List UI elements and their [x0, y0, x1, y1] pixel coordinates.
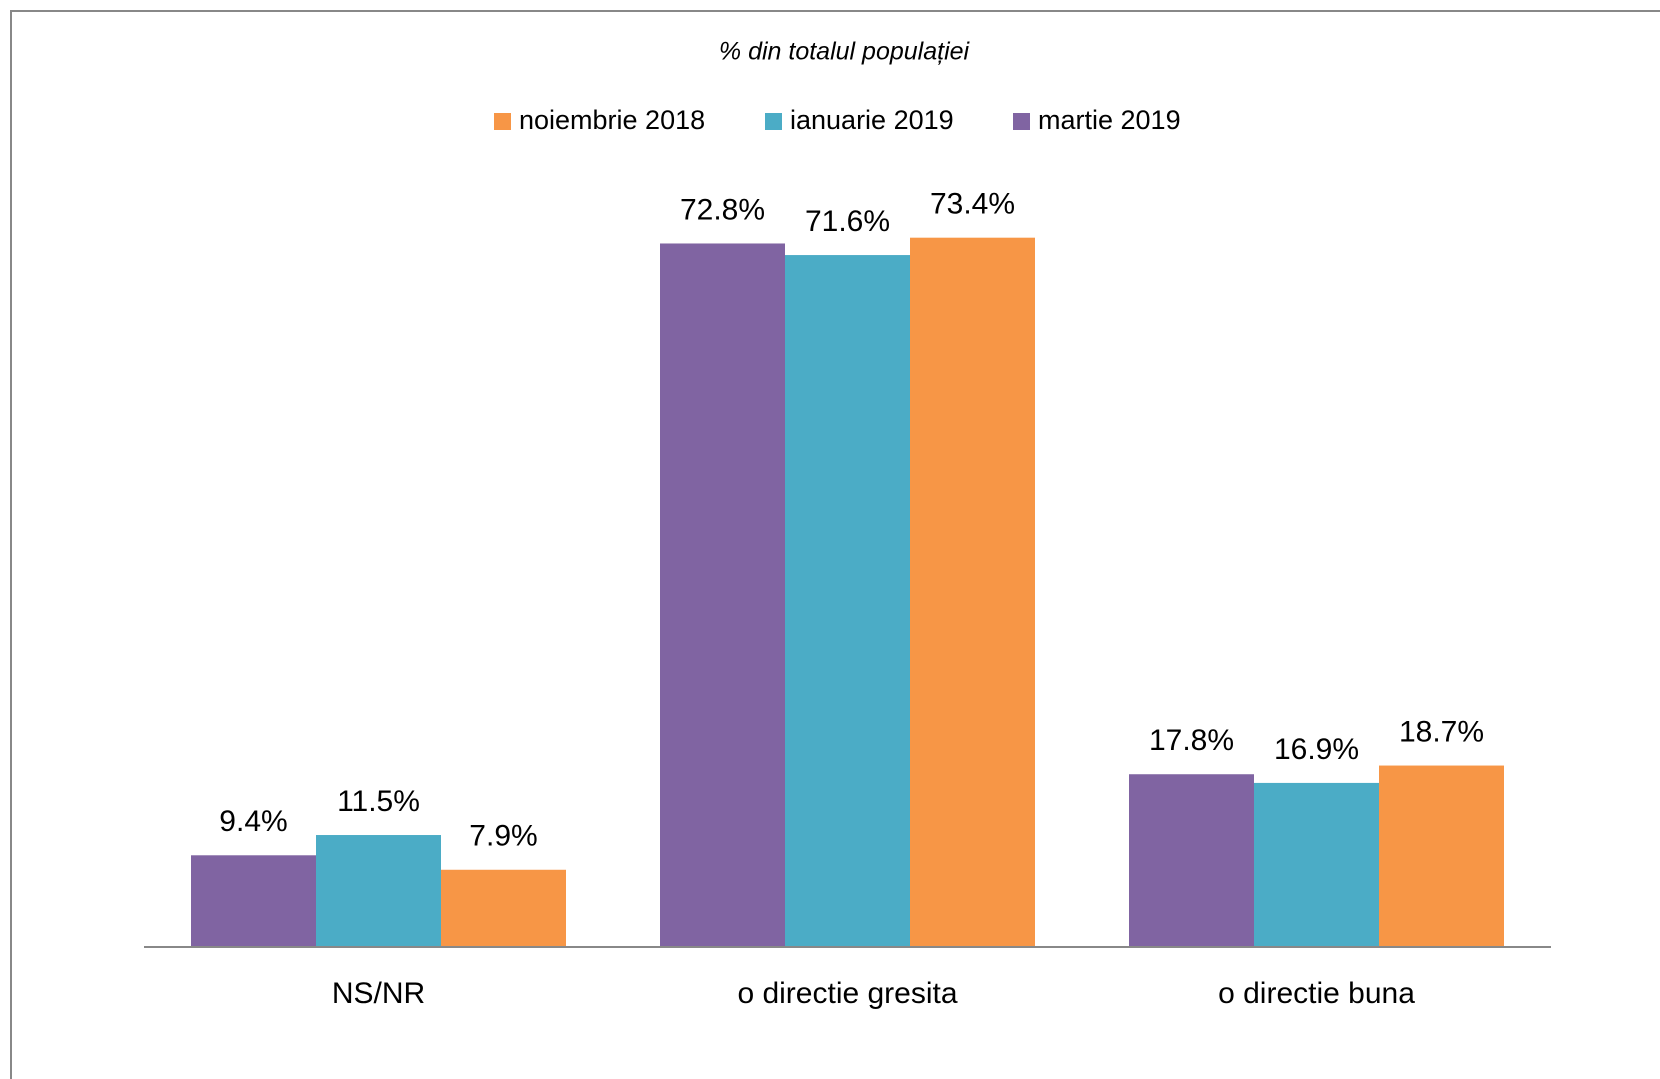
data-label: 18.7%: [1399, 715, 1484, 748]
data-label: 16.9%: [1274, 733, 1359, 766]
x-tick-label: o directie gresita: [737, 977, 957, 1010]
data-label: 17.8%: [1149, 724, 1234, 757]
bar: [191, 855, 316, 946]
bar: [910, 237, 1035, 946]
data-label: 9.4%: [219, 805, 287, 838]
bar: [441, 869, 566, 946]
legend-label: ianuarie 2019: [790, 105, 954, 135]
data-label: 71.6%: [805, 205, 890, 238]
legend-swatch: [494, 113, 511, 130]
legend-label: noiembrie 2018: [519, 105, 705, 135]
data-label: 11.5%: [337, 785, 420, 818]
data-label: 72.8%: [680, 193, 765, 226]
x-tick-label: o directie buna: [1218, 977, 1415, 1010]
bar: [1254, 782, 1379, 946]
bar: [316, 835, 441, 946]
bar: [785, 255, 910, 946]
data-label: 73.4%: [930, 188, 1015, 221]
bar: [1379, 765, 1504, 946]
x-tick-label: NS/NR: [332, 977, 425, 1010]
bar: [1129, 774, 1254, 946]
chart-title: % din totalul populației: [719, 38, 971, 66]
data-label: 7.9%: [469, 820, 537, 853]
legend-swatch: [1013, 113, 1030, 130]
legend-label: martie 2019: [1038, 105, 1181, 135]
bar: [660, 243, 785, 947]
legend-swatch: [765, 113, 782, 130]
